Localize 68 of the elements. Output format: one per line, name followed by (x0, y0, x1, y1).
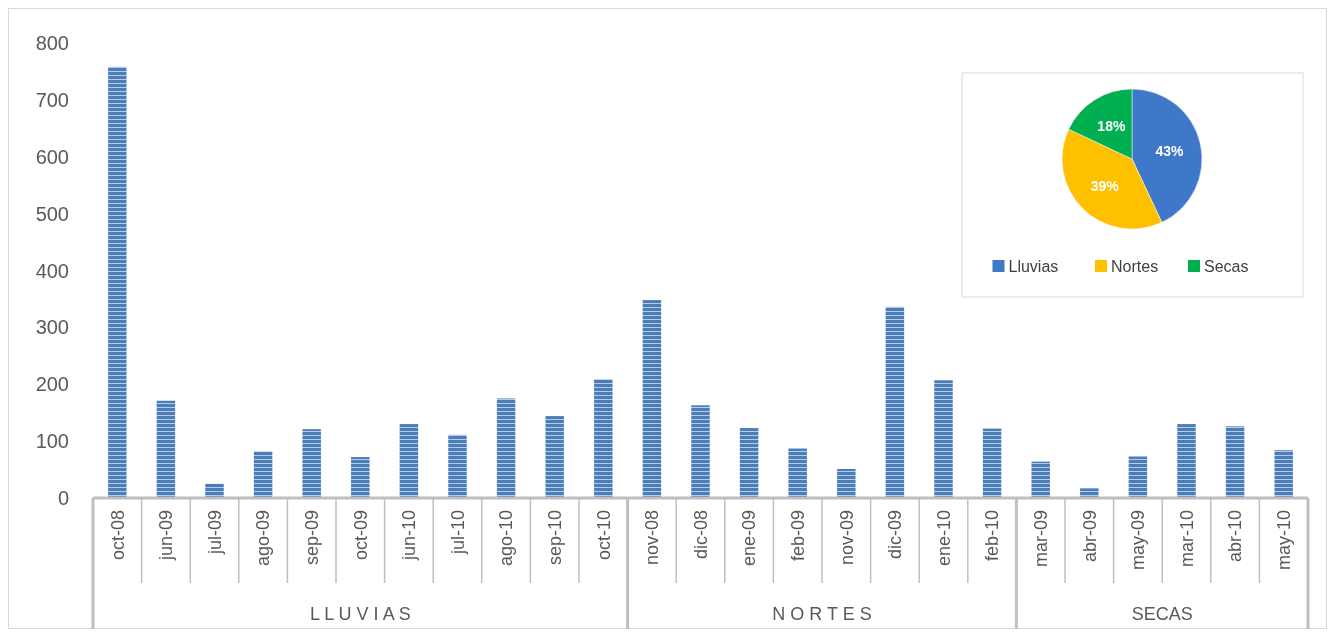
bar (496, 398, 516, 498)
legend-label: Lluvias (1008, 257, 1059, 275)
bar (691, 405, 710, 498)
bar (351, 457, 370, 498)
bar (1128, 456, 1148, 498)
bar (1080, 488, 1099, 498)
x-tick-label: nov-09 (836, 510, 857, 566)
legend-label: Secas (1204, 257, 1249, 275)
text: SECAS (1131, 604, 1193, 624)
x-tick-label: feb-10 (982, 510, 1003, 562)
legend-label: Nortes (1111, 257, 1159, 275)
x-tick-label: dic-08 (690, 510, 711, 560)
bar (545, 416, 564, 498)
text: N O R T E S (772, 604, 872, 624)
x-tick-label: dic-09 (885, 510, 906, 560)
x-tick-label: sep-09 (302, 510, 322, 566)
x-tick-label: mar-10 (1176, 510, 1197, 568)
bar (1274, 450, 1293, 498)
data-label: 18% (1097, 118, 1126, 135)
text: L L U V I A S (309, 604, 411, 624)
bar (885, 306, 905, 498)
x-tick-label: ago-10 (496, 510, 517, 567)
bar (642, 300, 662, 498)
bar (399, 424, 419, 498)
x-tick-label: may-09 (1128, 510, 1149, 571)
x-tick-label: nov-08 (642, 510, 663, 566)
x-tick-label: oct-09 (350, 510, 371, 561)
bar (448, 434, 467, 498)
bar (253, 451, 273, 498)
y-tick-label: 400 (35, 259, 69, 282)
x-tick-label: mar-09 (1031, 510, 1051, 568)
bar (594, 379, 613, 498)
y-tick-label: 200 (35, 373, 69, 396)
x-tick-label: abr-09 (1079, 510, 1100, 563)
x-tick-label: jul-09 (204, 510, 225, 556)
x-tick-label: jun-10 (399, 510, 420, 562)
x-tick-label: ene-10 (933, 510, 954, 567)
y-tick-label: 300 (35, 316, 69, 339)
bar (205, 483, 224, 498)
x-tick-label: ago-09 (253, 510, 274, 567)
bar (837, 468, 856, 498)
y-tick-label: 100 (35, 430, 69, 453)
x-tick-label: may-10 (1274, 510, 1294, 571)
x-tick-label: ene-09 (739, 510, 760, 567)
x-tick-label: oct-10 (593, 510, 614, 561)
bar (156, 400, 176, 498)
x-tick-label: oct-08 (107, 510, 128, 561)
x-tick-label: abr-10 (1225, 510, 1246, 563)
x-tick-label: feb-09 (788, 510, 808, 562)
data-label: 43% (1155, 142, 1185, 159)
x-tick-label: jun-09 (156, 510, 177, 562)
bar (1225, 426, 1245, 498)
y-tick-label: 500 (35, 202, 69, 225)
y-tick-label: 800 (35, 32, 69, 54)
bar (934, 380, 953, 498)
x-tick-label: sep-10 (545, 510, 565, 566)
bar (1031, 461, 1050, 498)
bar (788, 448, 807, 498)
y-tick-label: 600 (35, 145, 69, 168)
y-tick-label: 700 (35, 88, 69, 111)
data-label: 39% (1090, 178, 1120, 195)
y-tick-label: 0 (57, 487, 69, 509)
x-tick-label: jul-10 (447, 510, 468, 556)
bar (1177, 424, 1196, 498)
bar (302, 429, 321, 498)
bar (982, 428, 1002, 498)
bar (108, 66, 127, 498)
bar (739, 428, 759, 498)
